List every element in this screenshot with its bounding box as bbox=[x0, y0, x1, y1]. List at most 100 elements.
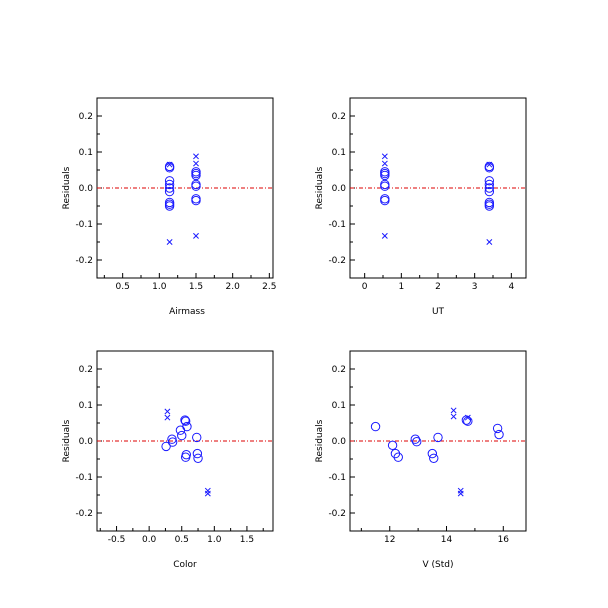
data-point-circle bbox=[161, 441, 171, 452]
data-point-circle bbox=[370, 421, 381, 432]
x-tick-label: 2 bbox=[435, 282, 441, 292]
ylabel-v-std: Residuals bbox=[315, 419, 325, 462]
y-tick-label: 0.1 bbox=[332, 401, 346, 411]
y-tick-label: -0.2 bbox=[75, 509, 93, 519]
panel-color: Color Residuals -0.5 0.0 0.5 1.0 1.5 -0.2 -0.1… bbox=[62, 350, 274, 570]
data-point-circle bbox=[387, 440, 398, 451]
data-point-x bbox=[204, 490, 211, 497]
panel-v-std: V (Std) Residuals 12 14 16 -0.2 -0.1 0.0 0.1 0.… bbox=[315, 350, 527, 570]
data-point-circle bbox=[164, 183, 175, 193]
data-point-circle bbox=[484, 186, 495, 197]
data-point-circle bbox=[427, 448, 438, 459]
data-point-circle bbox=[180, 415, 190, 425]
data-point-circle bbox=[484, 161, 495, 172]
xlabel-v-std: V (Std) bbox=[423, 560, 454, 570]
data-point-circle bbox=[494, 429, 504, 440]
xlabel-ut: UT bbox=[432, 307, 445, 317]
panel-ut: UT Residuals 0 1 2 3 4 -0.2 -0.1 0.0 0.1 0.2 bbox=[315, 97, 527, 317]
data-point-circle bbox=[410, 434, 420, 444]
data-point-x bbox=[193, 153, 199, 160]
x-tick-label: 1.0 bbox=[207, 535, 222, 545]
data-point-circle bbox=[192, 448, 203, 459]
data-point-x bbox=[193, 160, 199, 167]
data-point-x bbox=[166, 239, 173, 245]
data-point-circle bbox=[380, 170, 390, 181]
data-point-circle bbox=[484, 183, 495, 193]
xlabel-color: Color bbox=[173, 560, 197, 570]
y-tick-label: -0.2 bbox=[328, 509, 346, 519]
x-tick-label: 1.0 bbox=[152, 282, 167, 292]
data-point-x bbox=[381, 232, 388, 239]
data-point-circle bbox=[182, 421, 192, 432]
data-point-x bbox=[381, 160, 388, 167]
y-tick-label: 0.0 bbox=[332, 437, 347, 447]
y-tick-label: -0.1 bbox=[328, 473, 346, 483]
data-point-circle bbox=[484, 201, 495, 211]
y-tick-label: -0.1 bbox=[328, 220, 346, 230]
x-tick-label: 2.0 bbox=[226, 282, 241, 292]
x-tick-label: 1 bbox=[398, 282, 404, 292]
y-tick-label: 0.0 bbox=[79, 437, 94, 447]
data-point-circle bbox=[164, 161, 175, 172]
y-tick-label: 0.2 bbox=[332, 365, 346, 375]
data-point-x bbox=[164, 414, 171, 421]
data-point-x bbox=[486, 239, 493, 245]
data-point-x bbox=[457, 490, 464, 497]
data-point-circle bbox=[177, 430, 187, 441]
x-tick-label: 12 bbox=[384, 535, 395, 545]
data-point-circle bbox=[484, 176, 495, 186]
data-point-x bbox=[450, 407, 457, 414]
data-point-x bbox=[166, 161, 173, 168]
data-point-circle bbox=[433, 432, 443, 443]
data-point-circle bbox=[429, 453, 439, 463]
data-point-circle bbox=[164, 176, 175, 186]
data-point-circle bbox=[380, 181, 390, 191]
ylabel-ut: Residuals bbox=[315, 166, 325, 209]
data-point-circle bbox=[484, 179, 495, 190]
y-tick-label: 0.2 bbox=[79, 365, 93, 375]
data-point-x bbox=[164, 408, 171, 415]
data-point-circle bbox=[180, 452, 191, 462]
data-point-circle bbox=[164, 186, 175, 197]
y-tick-label: -0.1 bbox=[75, 220, 93, 230]
y-tick-label: 0.1 bbox=[332, 148, 346, 158]
data-point-circle bbox=[380, 195, 390, 206]
x-tick-label: 16 bbox=[498, 535, 510, 545]
data-point-circle bbox=[191, 181, 201, 191]
x-tick-label: 1.5 bbox=[189, 282, 203, 292]
y-tick-label: -0.1 bbox=[75, 473, 93, 483]
data-point-x bbox=[450, 413, 457, 420]
data-point-circle bbox=[164, 201, 175, 211]
x-tick-label: 0.5 bbox=[116, 282, 130, 292]
y-tick-label: 0.1 bbox=[79, 401, 93, 411]
x-tick-label: 3 bbox=[472, 282, 478, 292]
x-tick-label: -0.5 bbox=[108, 535, 126, 545]
ylabel-color: Residuals bbox=[62, 419, 72, 462]
y-tick-label: 0.1 bbox=[79, 148, 93, 158]
y-tick-label: 0.2 bbox=[79, 112, 93, 122]
x-tick-label: 0 bbox=[362, 282, 368, 292]
y-tick-label: 0.0 bbox=[79, 184, 94, 194]
x-tick-label: 4 bbox=[508, 282, 514, 292]
x-tick-label: 0.0 bbox=[142, 535, 157, 545]
data-point-circle bbox=[393, 452, 403, 462]
data-point-circle bbox=[191, 170, 201, 181]
data-point-x bbox=[193, 232, 199, 239]
data-point-circle bbox=[412, 437, 422, 447]
x-tick-label: 1.5 bbox=[240, 535, 254, 545]
data-point-circle bbox=[192, 432, 202, 443]
data-point-x bbox=[381, 153, 388, 160]
data-point-circle bbox=[191, 195, 201, 206]
data-point-circle bbox=[492, 423, 503, 434]
data-point-circle bbox=[180, 416, 191, 426]
y-tick-label: -0.2 bbox=[328, 256, 346, 266]
x-tick-label: 0.5 bbox=[175, 535, 189, 545]
data-point-circle bbox=[167, 437, 178, 447]
xlabel-airmass: Airmass bbox=[169, 307, 205, 317]
panel-airmass: Airmass Residuals 0.5 1.0 1.5 2.0 2.5 -0.2 -0.… bbox=[62, 97, 276, 317]
ylabel-airmass: Residuals bbox=[62, 166, 72, 209]
data-point-x bbox=[464, 414, 471, 421]
y-tick-label: -0.2 bbox=[75, 256, 93, 266]
